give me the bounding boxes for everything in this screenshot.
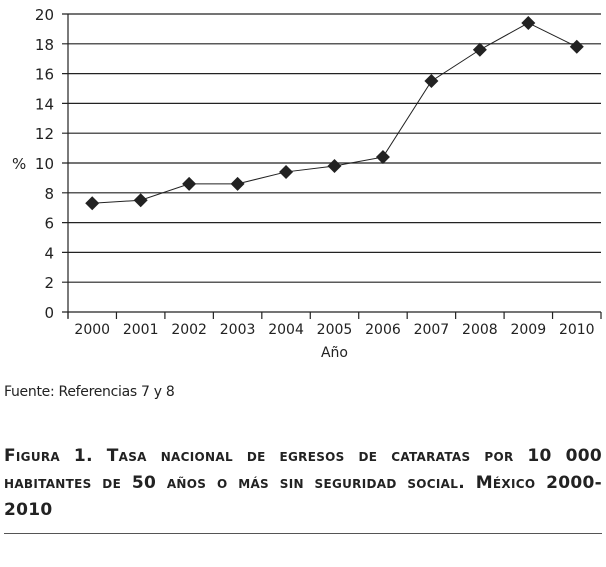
series-line (92, 22, 577, 204)
x-tick-label: 2002 (171, 322, 207, 338)
x-tick-label: 2004 (268, 322, 304, 338)
x-tick-label: 2005 (317, 322, 353, 338)
data-point (85, 196, 100, 211)
y-tick-label: 10 (35, 155, 54, 173)
y-tick-label: 16 (35, 66, 54, 84)
x-tick-label: 2003 (220, 322, 256, 338)
source-note: Fuente: Referencias 7 y 8 (4, 384, 175, 400)
data-point (230, 176, 245, 191)
data-point (424, 74, 439, 89)
data-point (182, 176, 197, 191)
data-point (569, 39, 584, 54)
line-chart: 0 2 4 6 8 10 12 14 16 18 20 2000 2001 2002 2003 2004 200… (12, 6, 602, 361)
data-point (327, 158, 342, 173)
data-point (521, 15, 536, 30)
x-tick-label: 2009 (510, 322, 546, 338)
y-tick-label: 6 (44, 215, 54, 233)
data-point (472, 42, 487, 57)
y-tick-label: 20 (35, 6, 54, 24)
figure-caption: Figura 1. Tasa nacional de egresos de ca… (4, 446, 602, 520)
x-tick-label: 2001 (123, 322, 159, 338)
x-tick-label: 2007 (414, 322, 450, 338)
y-tick-label: 4 (44, 244, 54, 262)
x-tick-label: 2008 (462, 322, 498, 338)
divider (4, 533, 602, 534)
data-point (279, 164, 294, 179)
data-point (375, 150, 390, 165)
y-tick-label: 0 (44, 304, 54, 322)
x-tick-label: 2006 (365, 322, 401, 338)
y-axis-label: % (12, 155, 26, 173)
data-point (133, 193, 148, 208)
y-tick-label: 2 (44, 274, 54, 292)
y-tick-label: 14 (35, 95, 54, 113)
x-tick-label: 2010 (559, 322, 595, 338)
y-tick-label: 8 (44, 185, 54, 203)
y-tick-label: 18 (35, 36, 54, 54)
x-tick-label: 2000 (74, 322, 110, 338)
x-axis-label: Año (321, 345, 348, 361)
y-tick-label: 12 (35, 125, 54, 143)
